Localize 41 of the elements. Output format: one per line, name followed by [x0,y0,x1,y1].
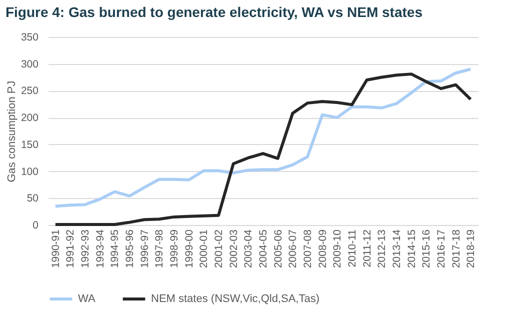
x-tick-label: 2013-14 [390,229,403,268]
y-tick-label: 100 [20,166,39,178]
x-tick-label: 2012-13 [376,229,388,268]
x-tick-label: 2006-07 [287,229,300,268]
y-tick-label: 50 [26,192,39,205]
legend-label: NEM states (NSW,Vic,Qld,SA,Tas) [151,293,320,305]
x-tick-label: 1995-96 [124,229,136,268]
x-tick-label: 2003-04 [242,229,255,268]
x-tick-label: 2010-11 [346,229,358,268]
x-tick-label: 1994-95 [109,229,122,268]
y-tick-label: 150 [20,138,39,151]
y-axis-title: Gas consumption PJ [6,80,18,182]
x-tick-label: 2018-19 [465,229,478,268]
x-tick-label: 1997-98 [154,229,166,268]
y-tick-label: 200 [20,112,39,124]
x-tick-label: 2000-01 [198,229,210,268]
x-tick-label: 2004-05 [258,229,270,268]
x-tick-label: 2007-08 [302,229,314,268]
x-tick-label: 2002-03 [228,229,240,268]
x-tick-label: 2001-02 [213,229,226,268]
x-tick-label: 1991-92 [64,229,77,268]
y-tick-label: 250 [20,85,39,98]
y-tick-label: 0 [32,220,39,232]
x-tick-label: 2005-06 [272,229,284,268]
x-tick-label: 2011-12 [361,229,374,268]
x-tick-label: 1993-94 [94,229,106,268]
x-tick-label: 2008-09 [316,229,329,268]
x-tick-label: 1992-93 [80,229,92,268]
y-tick-label: 300 [20,58,39,70]
y-tick-label: 350 [20,32,39,44]
x-tick-label: 1990-91 [50,229,62,268]
x-tick-label: 1996-97 [138,229,151,268]
x-tick-label: 2014-15 [406,229,418,268]
x-tick-label: 1999-00 [183,229,196,268]
chart-title: Figure 4: Gas burned to generate electricity, WA vs NEM states [5,4,423,20]
x-tick-label: 2017-18 [450,229,462,268]
x-tick-label: 1998-99 [168,229,181,268]
x-tick-label: 2009-10 [332,229,344,268]
x-tick-label: 2016-17 [435,229,448,268]
legend-label: WA [78,293,96,305]
x-tick-label: 2015-16 [420,229,433,268]
